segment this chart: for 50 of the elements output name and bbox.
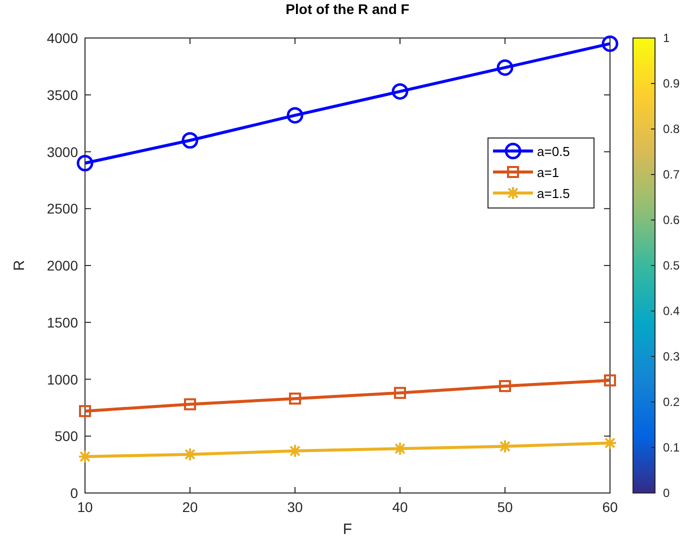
point [496, 59, 514, 76]
y-tick-label: 3500 [46, 86, 78, 103]
point [184, 398, 196, 410]
x-tick-label: 50 [497, 499, 513, 515]
point [498, 439, 512, 454]
x-tick-label: 30 [287, 499, 303, 515]
x-tick-label: 60 [602, 499, 618, 515]
y-tick-label: 1000 [46, 371, 78, 388]
point [602, 35, 618, 52]
point [394, 386, 406, 399]
point [393, 442, 407, 456]
point [288, 444, 302, 458]
color-bar-label: 0.2 [663, 395, 680, 409]
point [79, 405, 91, 418]
color-bar-label: 0.3 [663, 350, 680, 364]
point [603, 436, 617, 450]
legend-label: a=1 [537, 165, 560, 180]
x-tick-label: 20 [182, 499, 198, 515]
point [604, 374, 616, 386]
y-axis-title: R [11, 260, 28, 271]
point [289, 392, 301, 405]
point [286, 107, 304, 124]
point [182, 132, 198, 149]
color-bar-label: 0.6 [663, 213, 680, 227]
y-tick-label: 4000 [46, 30, 78, 46]
color-bar-label: 0.8 [663, 122, 680, 136]
y-tick-label: 2500 [46, 200, 78, 217]
legend-label: a=1.5 [537, 186, 570, 201]
color-bar-label: 0.9 [663, 76, 680, 90]
point [499, 380, 511, 392]
x-tick-label: 40 [392, 499, 408, 515]
y-tick-label: 2000 [46, 258, 78, 274]
color-bar-label: 0.5 [663, 258, 680, 272]
color-bar-label: 0 [663, 486, 670, 500]
color-bar-label: 0.7 [663, 168, 680, 182]
x-tick-label: 10 [77, 499, 93, 515]
y-tick-label: 3000 [46, 144, 78, 160]
y-tick-label: 500 [54, 428, 78, 444]
y-tick-label: 0 [70, 485, 78, 501]
chart-title: Plot of the R and F [286, 1, 410, 17]
legend-label: a=0.5 [537, 144, 570, 159]
point [76, 154, 94, 172]
x-axis-title: F [342, 521, 352, 538]
color-bar-label: 0.1 [663, 440, 680, 454]
y-tick-label: 1500 [46, 314, 78, 330]
color-bar-label: 1 [663, 31, 670, 45]
point [183, 447, 197, 462]
point [392, 83, 408, 100]
color-bar-label: 0.4 [663, 304, 680, 318]
point [78, 450, 92, 464]
